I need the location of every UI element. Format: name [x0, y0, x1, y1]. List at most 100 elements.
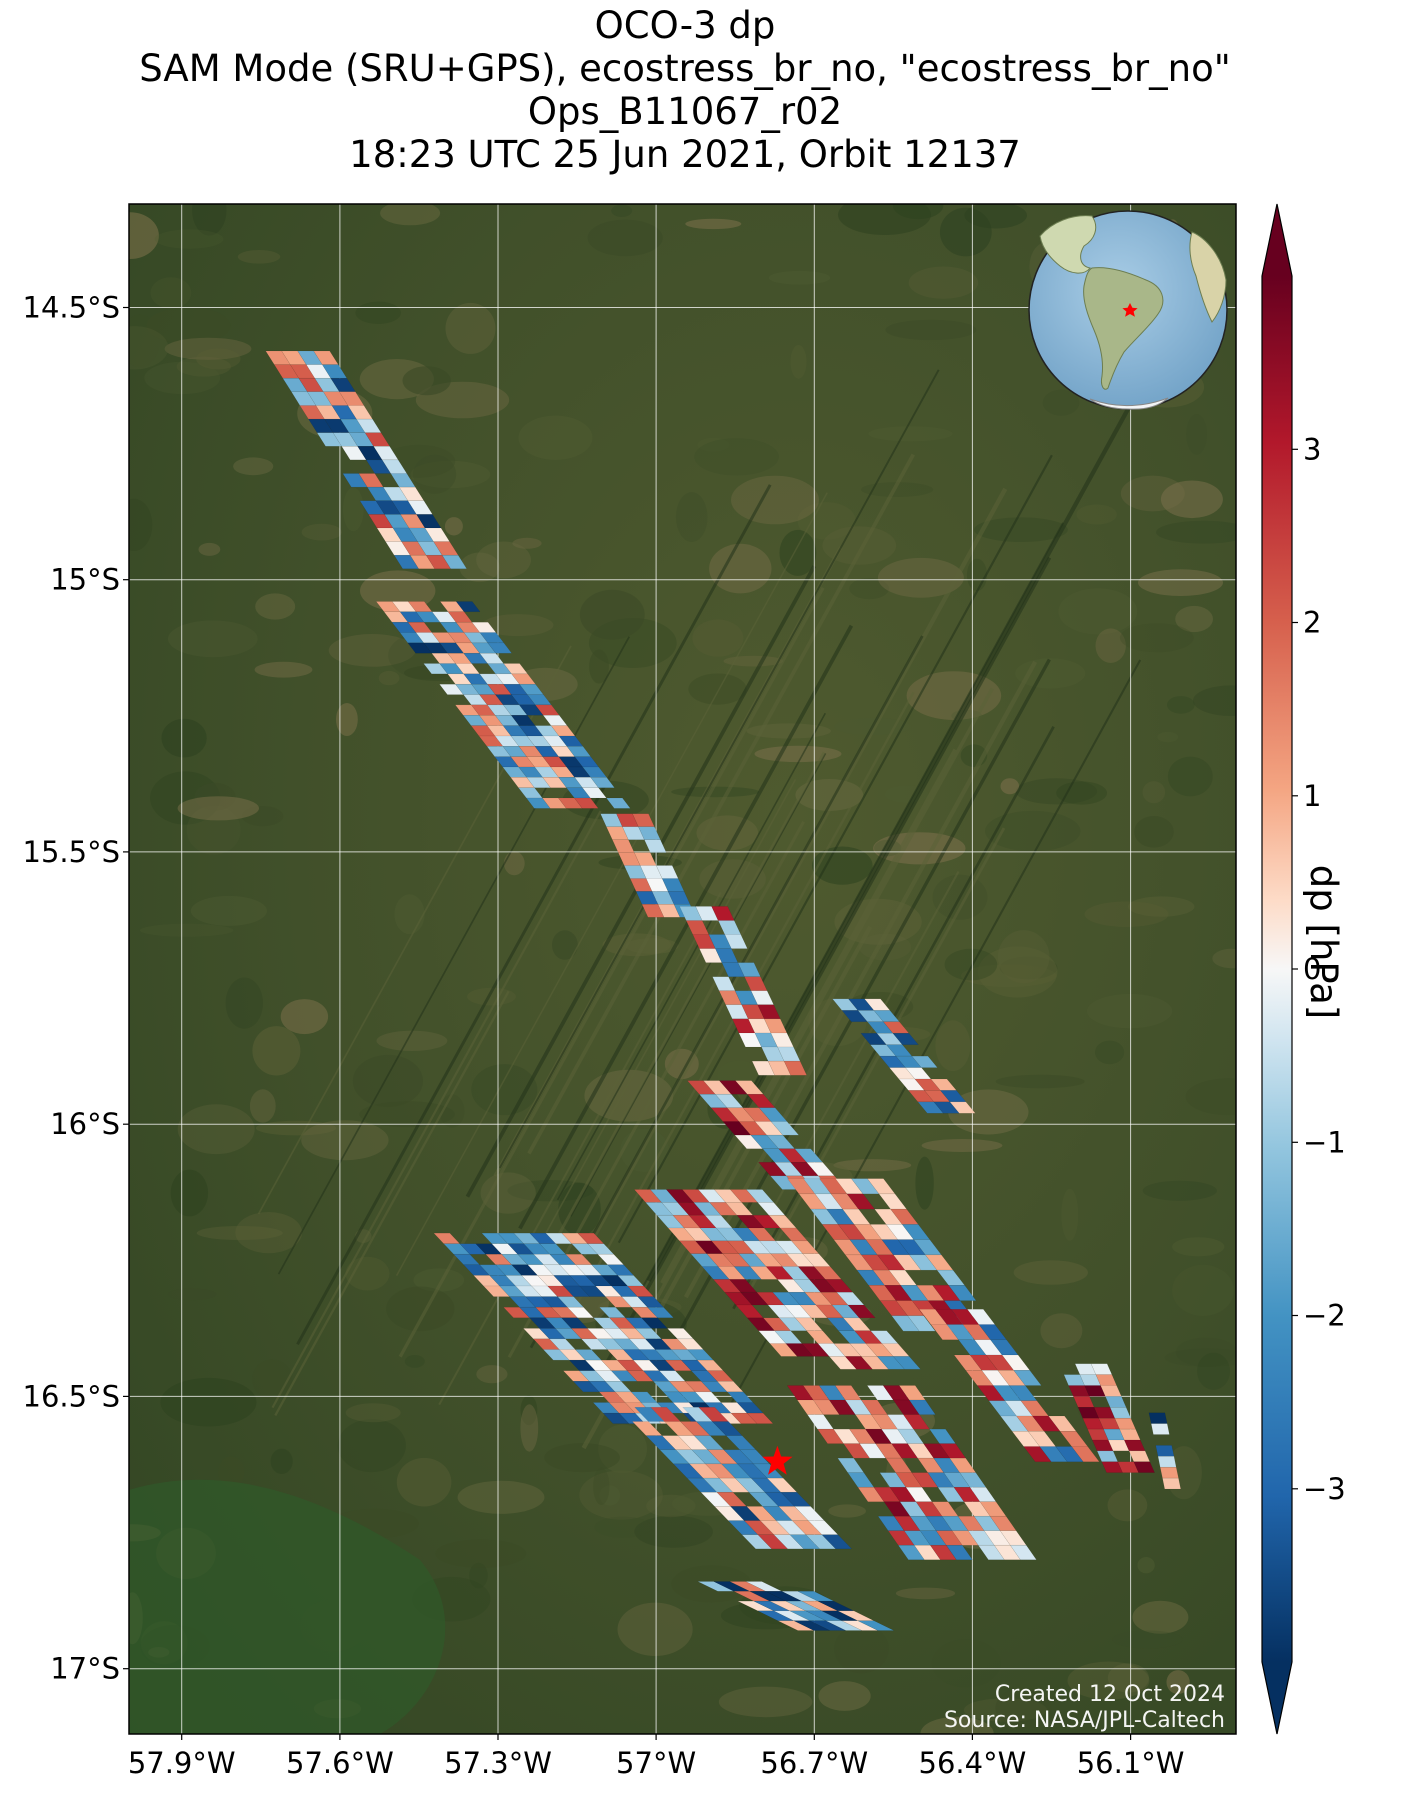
terrain-patch [402, 366, 451, 396]
terrain-patch [1040, 1313, 1083, 1349]
terrain-patch [868, 426, 953, 442]
terrain-patch [482, 614, 554, 637]
sounding-footprint [746, 1412, 774, 1424]
terrain-patch [192, 204, 227, 236]
y-tick-label: 17°S [50, 1652, 120, 1686]
terrain-patch [1175, 1337, 1236, 1367]
terrain-patch [849, 578, 890, 600]
terrain-patch [1076, 504, 1117, 525]
terrain-patch [280, 999, 329, 1035]
terrain-patch [1185, 1078, 1236, 1116]
terrain-patch [129, 326, 169, 370]
terrain-patch [685, 218, 742, 230]
sounding-footprint [573, 797, 599, 809]
terrain-patch [1197, 1352, 1230, 1390]
terrain-patch [176, 356, 231, 377]
terrain-patch [908, 266, 979, 299]
terrain-patch [378, 670, 400, 686]
sounding-footprint [1162, 1477, 1181, 1490]
terrain-patch [1186, 414, 1207, 455]
sounding-footprint [907, 1315, 936, 1332]
terrain-patch [1015, 658, 1086, 689]
ridge-line [498, 369, 940, 1169]
terrain-patch [1107, 1489, 1148, 1522]
colorbar-tick-label: −2 [1303, 1299, 1346, 1333]
target-marker-layer [762, 1445, 793, 1475]
terrain-patch [790, 344, 807, 379]
terrain-patch [1142, 781, 1166, 804]
terrain-patch [999, 956, 1058, 980]
sounding-footprint [770, 1121, 800, 1136]
terrain-patch [1128, 896, 1195, 917]
terrain-patch [544, 1443, 620, 1473]
terrain-patch [235, 1212, 303, 1254]
terrain-patch [503, 851, 525, 876]
colorbar-extend-top [1262, 204, 1292, 276]
map-frame [128, 203, 1237, 1735]
terrain-patch [671, 786, 760, 798]
terrain-patch [352, 1054, 423, 1108]
terrain-patch [723, 655, 784, 667]
terrain-patch [768, 270, 831, 285]
globe-south-america [1083, 267, 1164, 390]
terrain-patch [594, 1516, 652, 1538]
x-tick-label: 57.3°W [444, 1746, 552, 1780]
terrain-patch [520, 1395, 538, 1426]
terrain-patch [301, 523, 342, 541]
terrain-patch [552, 930, 578, 960]
colorbar: 3 2 1 0 −1 −2 −3 [1261, 203, 1346, 1735]
x-tick-label: 57°W [616, 1746, 696, 1780]
terrain-patch [410, 460, 491, 489]
terrain-patch [974, 517, 1068, 542]
terrain-patch [146, 307, 231, 344]
x-tick-label: 57.9°W [128, 1746, 236, 1780]
terrain-patch [1000, 778, 1020, 795]
terrain-patch [249, 1089, 276, 1123]
terrain-patch [177, 1104, 255, 1155]
terrain-patch [812, 846, 873, 885]
terrain-patch [518, 415, 593, 460]
terrain-patch [380, 204, 441, 226]
terrain-patch [985, 810, 1081, 852]
terrain-patch [1137, 1557, 1155, 1574]
x-tick-label: 56.7°W [760, 1746, 868, 1780]
globe-inset [1028, 210, 1228, 410]
colorbar-extend-bottom [1262, 1662, 1292, 1734]
terrain-patch [602, 933, 671, 957]
terrain-patch [1061, 1188, 1079, 1241]
terrain-patch [355, 301, 402, 324]
terrain-patch [1119, 623, 1194, 653]
terrain-patch [233, 457, 274, 476]
x-tick-label: 57.6°W [286, 1746, 394, 1780]
sounding-footprint [590, 777, 615, 788]
terrain-patch [1212, 948, 1236, 969]
x-tick-label: 56.1°W [1077, 1746, 1185, 1780]
terrain-patch [731, 475, 819, 525]
terrain-patch [960, 964, 1057, 988]
colorbar-outline [1261, 203, 1293, 1735]
terrain-patch [198, 542, 221, 556]
terrain-patch [164, 337, 252, 360]
sounding-footprint [647, 1306, 674, 1319]
terrain-patch [376, 1030, 448, 1052]
sounding-footprint [948, 1285, 977, 1301]
sounding-footprint [1155, 1445, 1175, 1457]
terrain-patch [692, 619, 744, 657]
terrain-patch [599, 1485, 621, 1506]
terrain-patch [944, 948, 998, 981]
sounding-footprint [892, 1032, 919, 1045]
ridge-line [518, 624, 854, 1230]
sounding-footprint [892, 1356, 921, 1370]
terrain-patch [997, 930, 1050, 984]
terrain-patch [196, 348, 241, 370]
ridge-line [594, 556, 1052, 1384]
ridge-line [398, 587, 825, 1358]
terrain-patch [895, 1587, 956, 1600]
terrain-patch [1067, 1661, 1150, 1700]
created-date: Created 12 Oct 2024 [994, 1682, 1225, 1707]
ridge-line [274, 990, 510, 1416]
terrain-patch [394, 894, 425, 935]
ridge-line [438, 891, 722, 1406]
terrain-patch [1193, 685, 1236, 716]
